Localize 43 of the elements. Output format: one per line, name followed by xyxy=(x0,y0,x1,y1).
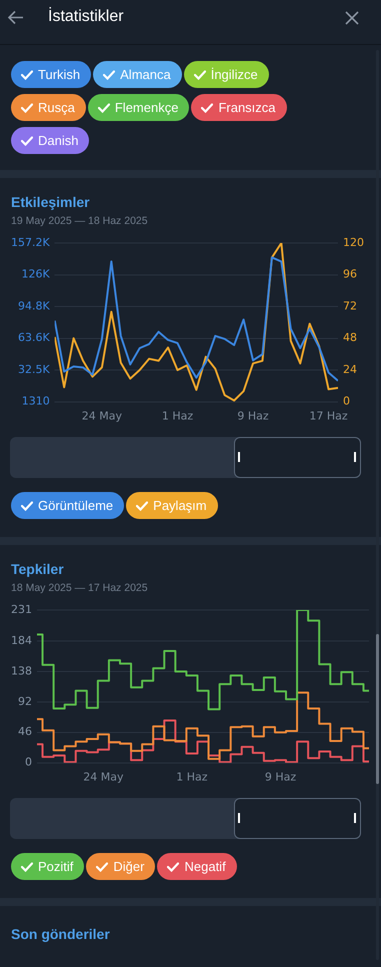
text: İngilizce xyxy=(210,67,258,82)
y-tick-label: 46 xyxy=(18,725,32,738)
y-tick-label: 184 xyxy=(10,634,32,647)
x-tick-label: 9 Haz xyxy=(264,770,296,784)
y-tick-label: 0 xyxy=(24,756,32,769)
text: Turkish xyxy=(38,67,80,82)
y2-tick-label: 72 xyxy=(343,299,358,312)
chart-subtitle: 18 May 2025 — 17 Haz 2025 xyxy=(11,582,149,594)
x-tick-label: 17 Haz xyxy=(309,409,348,422)
text: Görüntüleme xyxy=(38,498,114,513)
x-tick-label: 1 Haz xyxy=(176,770,208,784)
chart-subtitle: 19 May 2025 — 18 Haz 2025 xyxy=(11,215,149,227)
text: İstatistikler xyxy=(48,8,124,26)
y-tick-label: 32.5K xyxy=(18,362,50,376)
x-tick-label: 24 May xyxy=(83,770,124,784)
text: Son gönderiler xyxy=(11,926,111,942)
text: Paylaşım xyxy=(153,498,207,513)
y2-tick-label: 48 xyxy=(343,331,358,344)
y-tick-label: 231 xyxy=(10,602,32,616)
y-tick-label: 126K xyxy=(21,268,50,281)
text: Negatif xyxy=(184,859,226,874)
text: Flemenkçe xyxy=(114,100,178,115)
y-tick-label: 94.8K xyxy=(18,299,50,312)
text: Danish xyxy=(38,133,78,148)
chart-title: Tepkiler xyxy=(11,561,65,577)
x-tick-label: 1 Haz xyxy=(162,409,194,422)
text: Pozitif xyxy=(38,859,74,874)
chart-title: Etkileşimler xyxy=(11,194,91,210)
y2-tick-label: 120 xyxy=(343,236,364,249)
text: Almanca xyxy=(120,67,171,82)
y-tick-label: 63.6K xyxy=(18,331,50,344)
y-tick-label: 92 xyxy=(18,694,32,708)
text: Diğer xyxy=(113,859,144,874)
y2-tick-label: 96 xyxy=(343,268,358,281)
x-tick-label: 24 May xyxy=(82,409,123,422)
y-tick-label: 157.2K xyxy=(10,236,50,249)
y-tick-label: 138 xyxy=(10,664,32,678)
y2-tick-label: 24 xyxy=(343,362,358,376)
y2-tick-label: 0 xyxy=(343,394,350,408)
y-tick-label: 1310 xyxy=(22,394,50,408)
x-tick-label: 9 Haz xyxy=(237,409,269,422)
text: Rusça xyxy=(38,100,75,115)
text: Fransızca xyxy=(218,100,276,115)
